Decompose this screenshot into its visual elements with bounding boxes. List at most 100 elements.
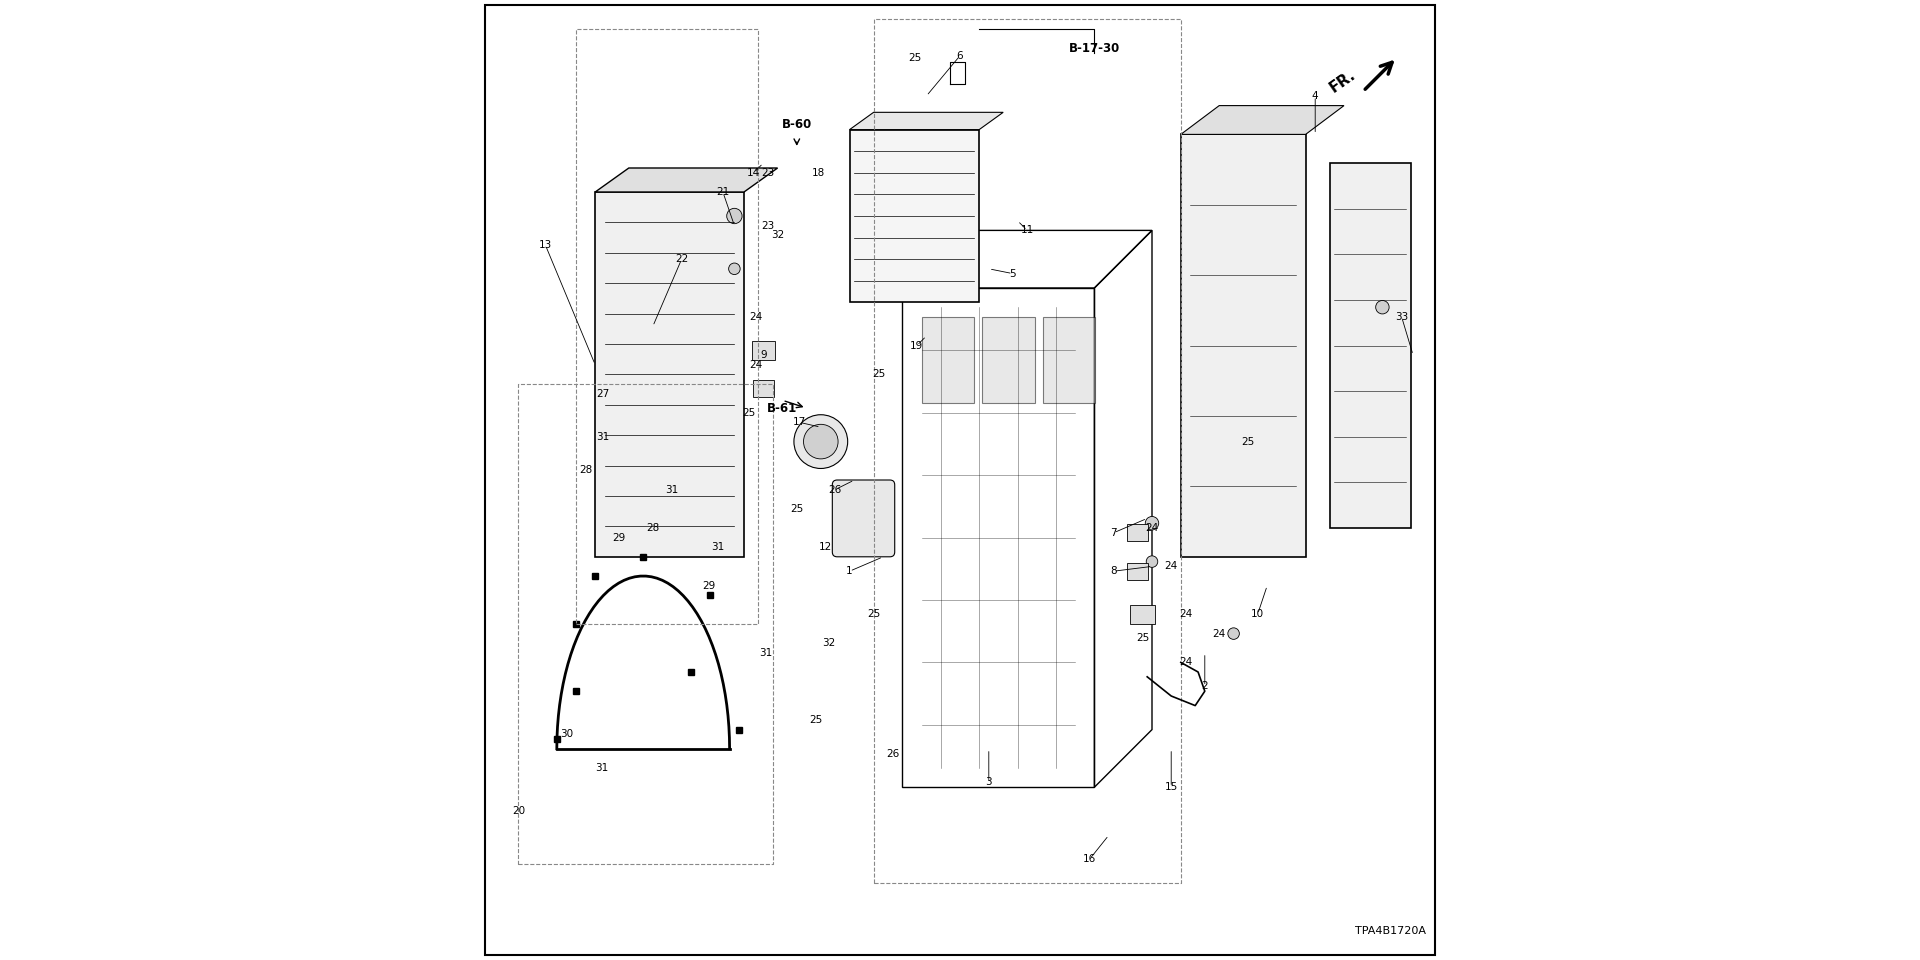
Point [1029, 606, 1060, 621]
Point [1152, 779, 1183, 794]
Point [1206, 347, 1236, 362]
Point [1236, 278, 1267, 294]
Point [1027, 76, 1058, 91]
Point [1192, 444, 1223, 459]
Point [1331, 449, 1361, 465]
Point [1029, 749, 1060, 764]
Point [1046, 656, 1077, 671]
Text: 32: 32 [772, 230, 783, 240]
Text: 2: 2 [1202, 682, 1208, 691]
Point [922, 672, 952, 687]
Point [1046, 250, 1077, 265]
Point [876, 743, 906, 758]
Point [1380, 36, 1411, 51]
Text: 24: 24 [749, 312, 762, 322]
Point [1321, 183, 1352, 199]
Point [1129, 364, 1160, 379]
Point [1148, 852, 1179, 867]
Point [1046, 832, 1077, 848]
Point [943, 259, 973, 275]
Point [1256, 385, 1286, 400]
Point [1029, 202, 1060, 217]
Point [874, 526, 904, 541]
Point [1283, 435, 1313, 450]
Text: 28: 28 [647, 523, 659, 533]
Point [1283, 67, 1313, 83]
Point [895, 297, 925, 312]
Point [1344, 338, 1375, 353]
Point [1313, 57, 1344, 72]
Point [1396, 116, 1427, 132]
Point [1064, 38, 1094, 54]
Point [966, 22, 996, 37]
Point [1346, 247, 1377, 262]
Point [1185, 505, 1215, 520]
Point [1173, 390, 1204, 405]
Text: 31: 31 [666, 485, 678, 494]
Text: 8: 8 [1110, 566, 1117, 576]
Point [1286, 182, 1317, 198]
Point [1338, 540, 1369, 555]
Point [1140, 371, 1171, 386]
Point [1261, 254, 1292, 270]
Point [870, 511, 900, 526]
Point [983, 263, 1014, 278]
Point [1096, 702, 1127, 717]
Point [1181, 196, 1212, 211]
Point [1054, 759, 1085, 775]
Text: FR.: FR. [1327, 67, 1359, 96]
Point [1263, 257, 1294, 273]
Point [1104, 704, 1135, 719]
Point [1075, 28, 1106, 43]
Point [1212, 451, 1242, 467]
Point [1311, 168, 1342, 183]
Point [1192, 446, 1223, 462]
Point [1144, 820, 1175, 835]
Point [1290, 358, 1321, 373]
Point [1062, 711, 1092, 727]
Point [914, 583, 945, 598]
Point [1304, 186, 1334, 202]
Point [1311, 132, 1342, 147]
FancyBboxPatch shape [1127, 524, 1148, 541]
Point [1060, 485, 1091, 500]
Point [1296, 63, 1327, 79]
Point [1146, 93, 1177, 108]
Text: 25: 25 [1137, 634, 1148, 643]
Point [874, 588, 904, 603]
Point [962, 819, 993, 834]
Point [1171, 208, 1202, 224]
Point [975, 176, 1006, 191]
Point [1206, 227, 1236, 242]
Point [1309, 262, 1340, 277]
Point [1069, 450, 1100, 466]
Text: 15: 15 [1165, 782, 1177, 792]
Point [1256, 584, 1286, 599]
Circle shape [726, 208, 741, 224]
Point [987, 115, 1018, 131]
Point [1231, 351, 1261, 367]
Point [1154, 540, 1185, 556]
Point [1261, 390, 1292, 405]
Point [1356, 140, 1386, 156]
FancyBboxPatch shape [1129, 605, 1156, 624]
Point [1050, 822, 1081, 837]
Text: 12: 12 [820, 542, 831, 552]
Point [1238, 588, 1269, 603]
Point [1179, 303, 1210, 319]
Point [1240, 336, 1271, 351]
Point [1357, 183, 1388, 199]
Point [964, 500, 995, 516]
Point [1181, 351, 1212, 367]
Point [1365, 501, 1396, 516]
Point [1346, 232, 1377, 248]
Point [1158, 109, 1188, 125]
Point [1085, 47, 1116, 62]
Text: 24: 24 [1179, 610, 1192, 619]
Point [945, 331, 975, 347]
Point [879, 82, 910, 97]
Text: 1: 1 [847, 566, 852, 576]
Point [1354, 561, 1384, 576]
Point [1273, 433, 1304, 448]
Point [1139, 156, 1169, 172]
